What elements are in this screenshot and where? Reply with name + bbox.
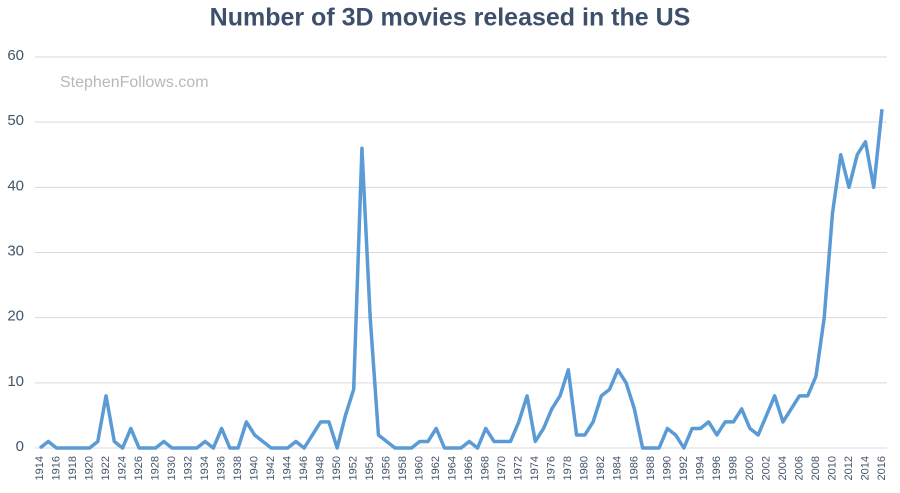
x-tick-label: 1924 xyxy=(116,456,128,480)
x-tick-label: 1922 xyxy=(100,456,112,480)
x-tick-label: 1964 xyxy=(447,456,459,480)
x-tick-label: 2010 xyxy=(826,456,838,480)
x-tick-label: 1986 xyxy=(628,456,640,480)
x-tick-label: 1962 xyxy=(430,456,442,480)
x-tick-label: 2000 xyxy=(744,456,756,480)
x-tick-label: 1994 xyxy=(694,456,706,480)
x-tick-label: 1940 xyxy=(249,456,261,480)
x-tick-label: 1920 xyxy=(83,456,95,480)
x-tick-label: 2004 xyxy=(777,456,789,480)
x-tick-label: 1958 xyxy=(397,456,409,480)
y-tick-label: 50 xyxy=(7,112,24,129)
x-tick-label: 1948 xyxy=(315,456,327,480)
x-tick-label: 1998 xyxy=(727,456,739,480)
x-tick-label: 2002 xyxy=(760,456,772,480)
watermark: StephenFollows.com xyxy=(60,74,209,91)
y-tick-label: 10 xyxy=(7,373,24,390)
x-tick-label: 1946 xyxy=(298,456,310,480)
y-tick-label: 30 xyxy=(7,242,24,259)
x-tick-label: 1966 xyxy=(463,456,475,480)
x-tick-label: 2014 xyxy=(859,456,871,480)
x-tick-label: 1934 xyxy=(199,456,211,480)
x-tick-label: 2008 xyxy=(810,456,822,480)
x-tick-label: 1982 xyxy=(595,456,607,480)
y-tick-label: 20 xyxy=(7,308,24,325)
x-tick-label: 1960 xyxy=(414,456,426,480)
x-tick-label: 1984 xyxy=(612,456,624,480)
x-tick-label: 1970 xyxy=(496,456,508,480)
x-tick-label: 1990 xyxy=(661,456,673,480)
x-tick-label: 1952 xyxy=(348,456,360,480)
x-tick-label: 1980 xyxy=(579,456,591,480)
x-tick-label: 2006 xyxy=(793,456,805,480)
x-tick-label: 1988 xyxy=(645,456,657,480)
x-tick-label: 1996 xyxy=(711,456,723,480)
x-tick-label: 1972 xyxy=(513,456,525,480)
chart-title: Number of 3D movies released in the US xyxy=(210,4,691,32)
data-line xyxy=(38,108,884,450)
x-tick-label: 1978 xyxy=(562,456,574,480)
y-tick-label: 40 xyxy=(7,177,24,194)
x-tick-label: 1968 xyxy=(480,456,492,480)
y-tick-label: 0 xyxy=(16,438,24,455)
x-tick-label: 2012 xyxy=(843,456,855,480)
x-tick-label: 1926 xyxy=(133,456,145,480)
x-tick-label: 1914 xyxy=(34,456,46,480)
x-tick-label: 1950 xyxy=(331,456,343,480)
x-tick-label: 1930 xyxy=(166,456,178,480)
x-tick-label: 1916 xyxy=(50,456,62,480)
x-tick-label: 1936 xyxy=(216,456,228,480)
x-tick-label: 1942 xyxy=(265,456,277,480)
x-tick-label: 1932 xyxy=(182,456,194,480)
x-tick-label: 1928 xyxy=(149,456,161,480)
x-tick-label: 1918 xyxy=(67,456,79,480)
x-tick-label: 1954 xyxy=(364,456,376,480)
x-tick-label: 1944 xyxy=(282,456,294,480)
y-tick-label: 60 xyxy=(7,47,24,64)
x-tick-label: 1992 xyxy=(678,456,690,480)
x-tick-label: 2016 xyxy=(876,456,888,480)
x-tick-label: 1974 xyxy=(529,456,541,480)
x-tick-label: 1976 xyxy=(546,456,558,480)
x-tick-label: 1938 xyxy=(232,456,244,480)
x-tick-label: 1956 xyxy=(381,456,393,480)
